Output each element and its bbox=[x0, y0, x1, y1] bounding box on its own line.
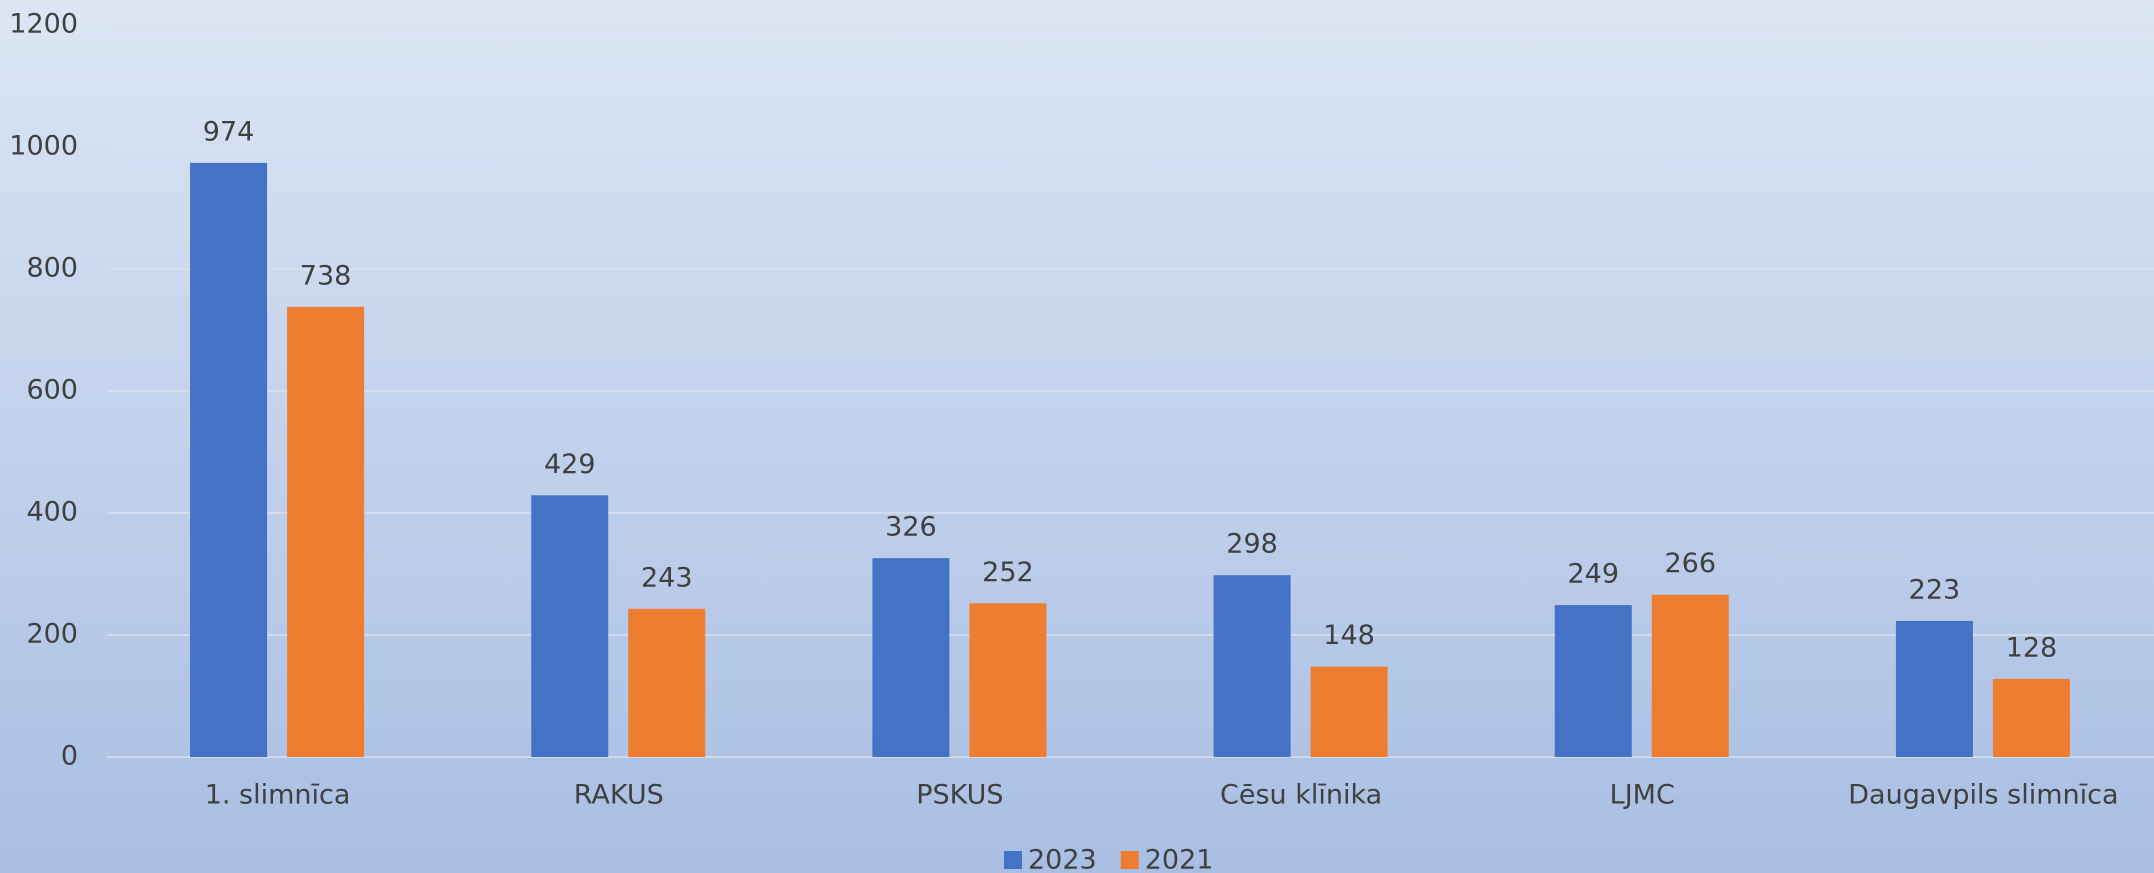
data-label: 974 bbox=[203, 116, 255, 147]
data-label: 326 bbox=[885, 512, 937, 543]
x-tick-label: 1. slimnīca bbox=[205, 780, 351, 811]
legend-label: 2023 bbox=[1028, 845, 1097, 873]
data-label: 243 bbox=[641, 562, 693, 593]
bar bbox=[628, 608, 706, 757]
y-tick-label: 0 bbox=[61, 741, 78, 772]
data-label: 429 bbox=[544, 449, 596, 480]
data-label: 249 bbox=[1567, 559, 1619, 590]
bar bbox=[1895, 620, 1973, 757]
y-tick-label: 200 bbox=[26, 619, 78, 650]
bar bbox=[1651, 594, 1729, 757]
bar bbox=[1213, 575, 1291, 757]
bar bbox=[969, 603, 1047, 757]
x-tick-label: Daugavpils slimnīca bbox=[1848, 780, 2118, 811]
legend-swatch bbox=[1120, 851, 1139, 869]
data-label: 266 bbox=[1664, 548, 1716, 579]
data-label: 252 bbox=[982, 557, 1034, 588]
y-tick-label: 800 bbox=[26, 253, 78, 284]
x-tick-label: LJMC bbox=[1610, 780, 1675, 811]
bar bbox=[190, 162, 268, 758]
data-label: 148 bbox=[1323, 620, 1375, 651]
bar bbox=[531, 495, 609, 757]
data-label: 738 bbox=[300, 260, 352, 291]
data-label: 298 bbox=[1226, 529, 1278, 560]
legend-label: 2021 bbox=[1145, 845, 1214, 873]
bar bbox=[1992, 678, 2070, 757]
x-tick-label: Cēsu klīnika bbox=[1220, 780, 1382, 811]
bar bbox=[872, 558, 950, 757]
y-tick-label: 1200 bbox=[9, 9, 78, 40]
bar bbox=[287, 306, 365, 757]
x-tick-label: PSKUS bbox=[916, 780, 1003, 811]
data-label: 223 bbox=[1909, 574, 1961, 605]
y-tick-label: 600 bbox=[26, 375, 78, 406]
y-tick-label: 1000 bbox=[9, 131, 78, 162]
bar bbox=[1310, 666, 1388, 757]
data-label: 128 bbox=[2006, 632, 2058, 663]
bar bbox=[1554, 605, 1632, 757]
legend-swatch bbox=[1004, 851, 1022, 869]
y-tick-label: 400 bbox=[26, 497, 78, 528]
x-tick-label: RAKUS bbox=[574, 780, 664, 811]
